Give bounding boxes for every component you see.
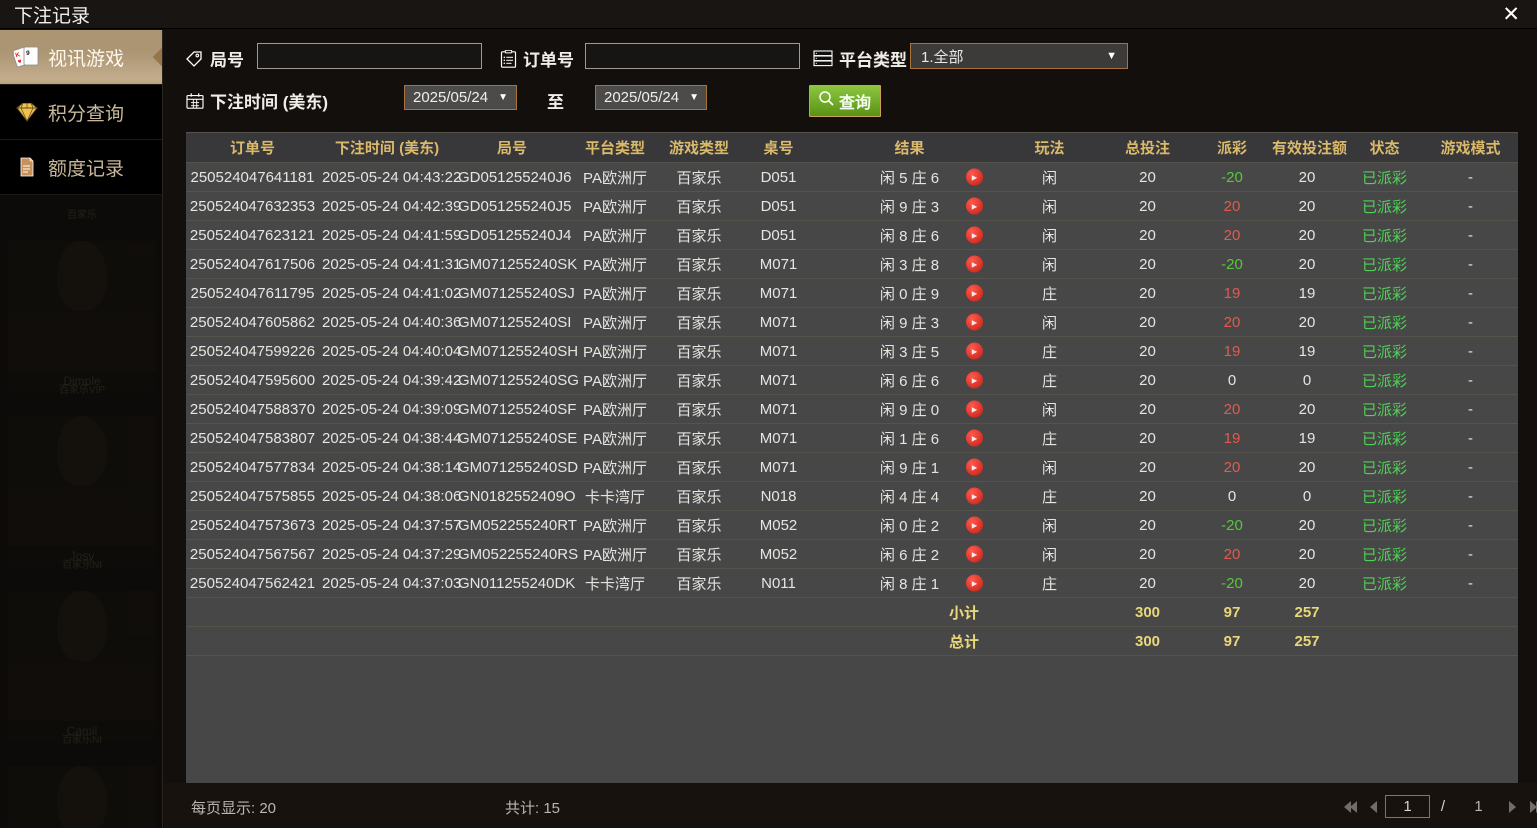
svg-text:9: 9 <box>26 50 30 57</box>
